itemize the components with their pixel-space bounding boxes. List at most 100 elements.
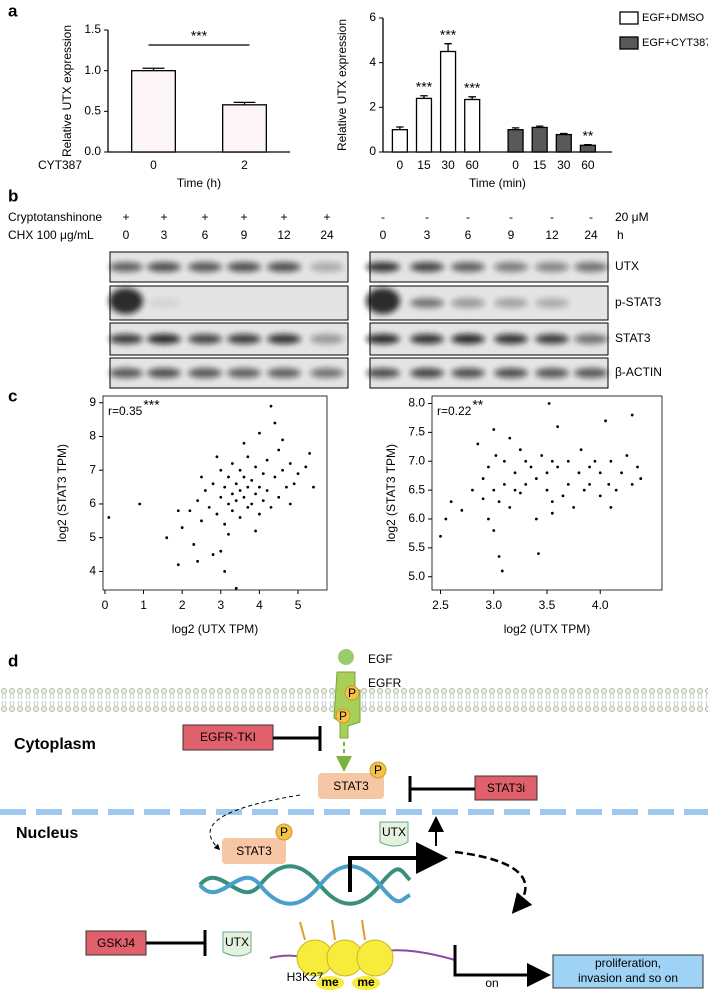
x-tick-label: 0 bbox=[512, 158, 519, 172]
y-tick-label: 5.5 bbox=[408, 540, 425, 554]
x-tick-label: 5 bbox=[295, 598, 302, 612]
point bbox=[487, 517, 490, 521]
blot-band bbox=[310, 262, 344, 272]
error-bar bbox=[396, 126, 404, 130]
blot-band bbox=[574, 368, 608, 378]
point bbox=[230, 462, 234, 465]
treatment-sign: - bbox=[381, 210, 385, 224]
point bbox=[545, 471, 549, 475]
blot-band bbox=[574, 262, 608, 272]
utx-shape bbox=[222, 931, 252, 957]
point bbox=[308, 451, 312, 455]
point bbox=[620, 471, 623, 475]
blot-band bbox=[410, 334, 444, 344]
blot-band bbox=[109, 262, 143, 272]
blot-band bbox=[535, 368, 569, 378]
x-category-title: CYT387 bbox=[38, 158, 82, 172]
panel-label: d bbox=[8, 651, 18, 670]
blot-band bbox=[410, 298, 444, 308]
x-tick-label: 60 bbox=[581, 158, 595, 172]
bar bbox=[531, 126, 548, 153]
x-tick-label: 3.5 bbox=[539, 598, 556, 612]
bar bbox=[579, 144, 597, 153]
translocation-arrow bbox=[209, 794, 301, 851]
y-tick-label: 7.5 bbox=[408, 425, 425, 439]
point bbox=[165, 536, 169, 540]
blot-band bbox=[535, 298, 569, 308]
outcome-box bbox=[552, 954, 704, 989]
point bbox=[246, 505, 250, 509]
y-tick-label: 6 bbox=[89, 496, 96, 510]
point bbox=[497, 555, 501, 558]
x-tick-label: 0 bbox=[102, 598, 109, 612]
point bbox=[215, 512, 219, 516]
blot-band bbox=[310, 368, 344, 378]
point bbox=[261, 472, 265, 475]
point bbox=[227, 502, 230, 506]
point bbox=[223, 522, 227, 526]
y-tick-label: 1.5 bbox=[84, 22, 101, 36]
point bbox=[481, 497, 485, 501]
point bbox=[250, 478, 254, 482]
utx-label: UTX bbox=[225, 935, 249, 949]
stat3i-box bbox=[474, 775, 538, 801]
point bbox=[176, 509, 180, 513]
point bbox=[492, 428, 496, 431]
time-label: 24 bbox=[584, 228, 598, 242]
point bbox=[277, 448, 281, 452]
cytoplasm-label: Cytoplasm bbox=[14, 736, 96, 753]
phospho-label: P bbox=[339, 709, 347, 723]
x-axis-label: log2 (UTX TPM) bbox=[504, 622, 590, 636]
point bbox=[285, 485, 288, 489]
blot-band bbox=[451, 298, 485, 308]
point bbox=[219, 495, 223, 499]
y-tick-label: 6 bbox=[369, 10, 376, 24]
point bbox=[196, 499, 200, 502]
blot-band bbox=[494, 262, 528, 272]
point bbox=[492, 529, 496, 532]
stat3-box bbox=[222, 838, 286, 864]
point bbox=[192, 543, 196, 546]
point bbox=[593, 459, 597, 463]
point bbox=[265, 489, 269, 492]
point bbox=[254, 465, 257, 469]
nucleosome bbox=[356, 939, 394, 977]
point bbox=[273, 421, 277, 425]
time-label: 12 bbox=[545, 228, 559, 242]
error-bar bbox=[420, 95, 428, 99]
y-tick-label: 9 bbox=[89, 395, 96, 409]
time-label: 3 bbox=[161, 228, 168, 242]
point bbox=[476, 442, 480, 446]
time-label: 6 bbox=[465, 228, 472, 242]
point bbox=[604, 419, 607, 423]
point bbox=[497, 500, 501, 504]
point bbox=[550, 511, 554, 515]
on-label: on bbox=[485, 976, 498, 990]
blot-band bbox=[227, 262, 261, 272]
point bbox=[449, 500, 453, 504]
legend-swatch bbox=[619, 11, 639, 25]
blot-band bbox=[451, 262, 485, 272]
y-tick-label: 8 bbox=[89, 429, 96, 443]
y-tick-label: 6.5 bbox=[408, 482, 425, 496]
treatment-sign: + bbox=[122, 210, 129, 224]
point bbox=[503, 482, 506, 486]
y-tick-label: 4 bbox=[89, 564, 96, 578]
point bbox=[219, 468, 223, 472]
y-tick-label: 8.0 bbox=[408, 396, 425, 410]
treatment-sign: + bbox=[240, 210, 247, 224]
blot-band bbox=[109, 368, 143, 378]
legend-label: EGF+CYT387 bbox=[642, 37, 708, 49]
error-bar bbox=[511, 127, 520, 130]
point bbox=[219, 549, 223, 553]
y-tick-label: 4 bbox=[369, 55, 376, 69]
time-label: 0 bbox=[123, 228, 130, 242]
point bbox=[582, 488, 586, 492]
bar bbox=[131, 70, 176, 153]
point bbox=[265, 458, 269, 462]
point bbox=[545, 488, 549, 492]
x-tick-label: 30 bbox=[557, 158, 571, 172]
time-unit: h bbox=[617, 228, 624, 242]
point bbox=[598, 471, 602, 475]
point bbox=[550, 500, 554, 504]
